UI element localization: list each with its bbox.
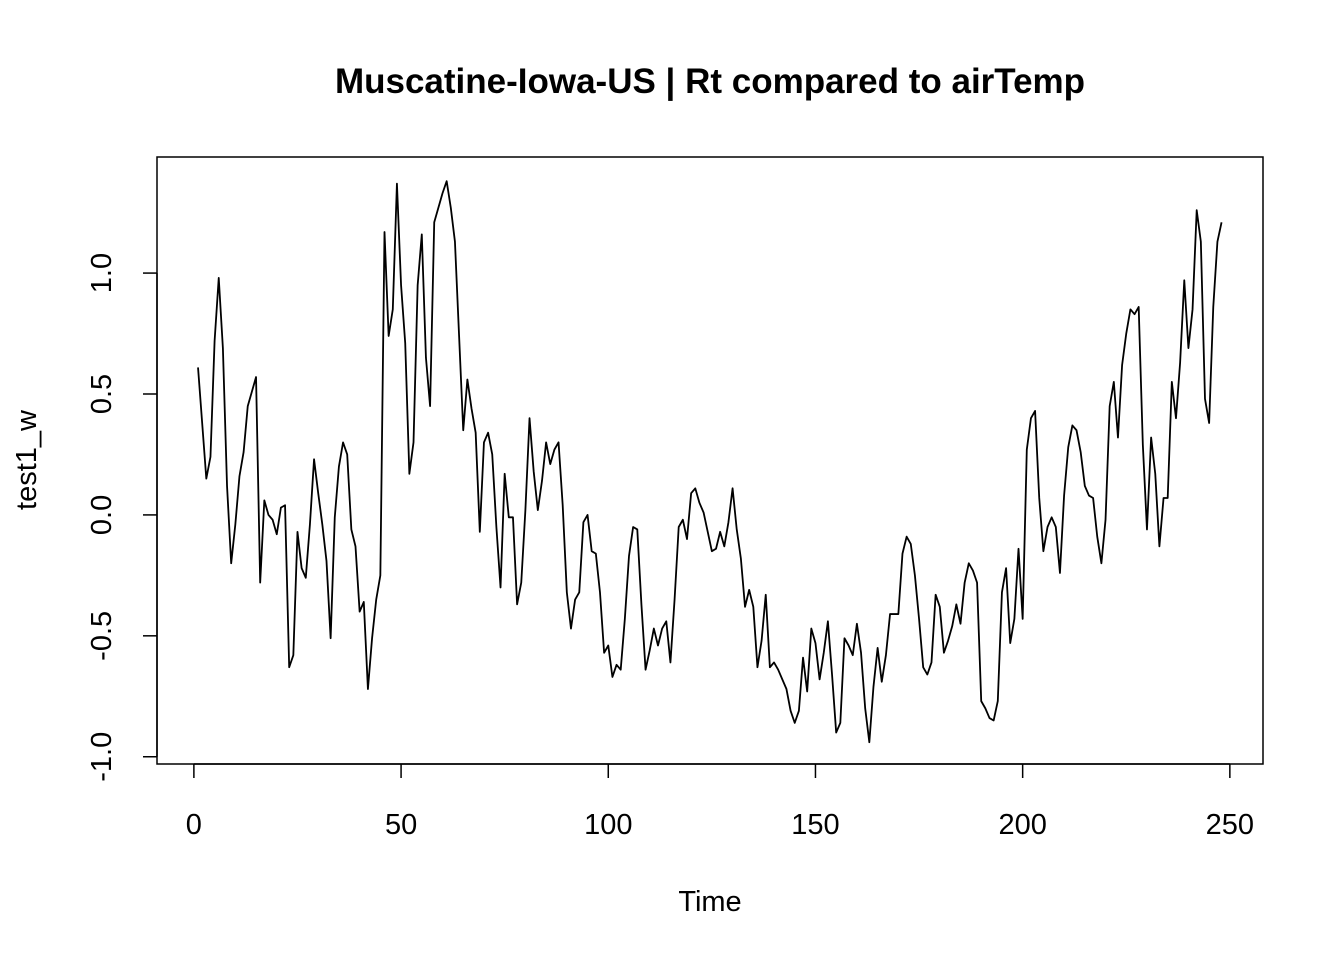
y-tick-label: 0.5 xyxy=(86,374,118,414)
y-axis: -1.0 -0.5 0.0 0.5 1.0 xyxy=(86,253,158,782)
x-tick-label: 0 xyxy=(186,809,202,841)
x-tick-label: 150 xyxy=(791,809,839,841)
series-line xyxy=(197,180,1223,744)
y-tick-label: -0.5 xyxy=(86,611,118,661)
y-tick-label: 0.0 xyxy=(86,495,118,535)
y-tick-label: 1.0 xyxy=(86,253,118,293)
x-axis-label: Time xyxy=(678,886,741,918)
y-axis-label: test1_w xyxy=(11,409,43,510)
x-tick-label: 50 xyxy=(385,809,417,841)
x-tick-label: 250 xyxy=(1206,809,1254,841)
x-tick-label: 100 xyxy=(584,809,632,841)
series-layer xyxy=(197,180,1223,744)
x-tick-label: 200 xyxy=(998,809,1046,841)
chart-title: Muscatine-Iowa-US | Rt compared to airTe… xyxy=(335,62,1085,101)
x-axis: 0 50 100 150 200 250 xyxy=(186,763,1254,841)
y-tick-label: -1.0 xyxy=(86,732,118,782)
